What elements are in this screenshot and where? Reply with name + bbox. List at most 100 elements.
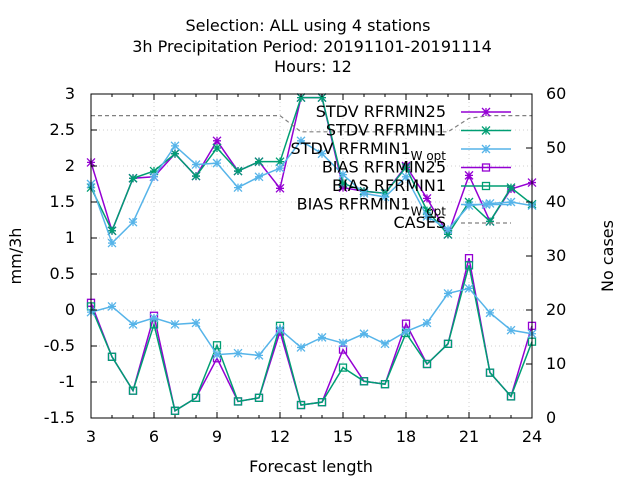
data-point — [128, 319, 138, 329]
data-point — [128, 217, 138, 227]
data-point — [485, 198, 495, 208]
data-point — [422, 211, 432, 221]
data-point — [338, 338, 348, 348]
data-point — [128, 386, 138, 395]
y2-tick-label: 50 — [546, 138, 566, 157]
legend-marker — [481, 181, 491, 191]
data-point — [443, 288, 453, 298]
data-point — [464, 201, 474, 211]
series-line — [90, 265, 533, 412]
data-point — [464, 283, 474, 293]
data-point — [191, 318, 201, 328]
data-point — [506, 183, 516, 193]
legend-label: STDV RFRMIN25 — [316, 102, 446, 121]
data-point — [443, 229, 453, 239]
legend-marker — [481, 126, 491, 135]
data-point — [296, 400, 306, 410]
data-point — [170, 319, 180, 329]
gridlines — [91, 94, 532, 418]
data-point — [380, 339, 390, 349]
legend-label: BIAS RFRMIN1 — [332, 176, 446, 195]
series-line — [91, 114, 532, 133]
x-tick-label: 3 — [86, 427, 96, 446]
data-point — [464, 170, 474, 180]
data-point — [506, 325, 516, 335]
data-point — [191, 171, 201, 181]
x-axis-label: Forecast length — [249, 457, 373, 476]
data-point — [233, 397, 243, 406]
legend-label-main: STDV RFRMIN1 — [326, 121, 446, 140]
y-tick-label: 3 — [65, 84, 75, 103]
data-point — [107, 352, 117, 361]
x-tick-label: 21 — [459, 427, 479, 446]
y-tick-label: 0.5 — [50, 264, 75, 283]
data-point — [422, 318, 432, 328]
data-point — [359, 377, 369, 386]
data-point — [275, 157, 285, 167]
series-2 — [86, 136, 537, 248]
data-point — [149, 313, 159, 323]
data-point — [275, 163, 285, 173]
y-axis-label: mm/3h — [6, 228, 25, 285]
data-point — [338, 183, 348, 193]
data-point — [170, 149, 180, 159]
data-point — [485, 368, 495, 377]
data-point — [317, 398, 327, 407]
data-point — [254, 172, 264, 182]
data-point — [422, 206, 432, 216]
legend-label-main: BIAS RFRMIN1 — [297, 195, 411, 214]
y-tick-label: -0.5 — [44, 336, 75, 355]
data-point — [296, 342, 306, 352]
chart-title-line-1: Selection: ALL using 4 stations — [185, 16, 430, 35]
data-point — [191, 393, 201, 402]
data-point — [107, 301, 117, 311]
legend-label-sub: W opt — [411, 149, 447, 163]
data-point — [107, 226, 117, 236]
legend-label-sub: W opt — [411, 205, 447, 219]
x-tick-label: 6 — [149, 427, 159, 446]
data-point — [317, 149, 327, 159]
data-point — [380, 380, 390, 389]
data-point — [401, 172, 411, 182]
data-point — [317, 332, 327, 342]
chart-title-line-2: 3h Precipitation Period: 20191101-201911… — [132, 37, 492, 56]
data-point — [212, 341, 222, 350]
data-point — [254, 393, 264, 402]
legend-label-main: BIAS RFRMIN1 — [332, 176, 446, 195]
y-tick-label: 1.5 — [50, 192, 75, 211]
data-point — [191, 160, 201, 170]
data-point — [506, 392, 516, 401]
y-tick-label: 0 — [65, 300, 75, 319]
axis-ticks: 3 6 9 12 15 18 21 24-1.5-1-0.500.511.522.530102… — [44, 84, 567, 446]
y-tick-label: -1.5 — [44, 408, 75, 427]
series-layer — [86, 93, 537, 415]
data-point — [380, 192, 390, 202]
legend-marker — [481, 144, 491, 154]
chart-title-line-3: Hours: 12 — [274, 57, 352, 76]
x-tick-label: 9 — [212, 427, 222, 446]
series-6 — [91, 114, 532, 133]
series-4 — [86, 261, 537, 415]
legend-label: BIAS RFRMIN25 — [322, 158, 446, 177]
legend-label-main: STDV RFRMIN25 — [316, 102, 446, 121]
y2-tick-label: 10 — [546, 354, 566, 373]
y-tick-label: 1 — [65, 228, 75, 247]
data-point — [149, 172, 159, 182]
x-tick-label: 15 — [333, 427, 353, 446]
series-5 — [86, 283, 537, 360]
data-point — [128, 173, 138, 183]
y2-tick-label: 0 — [546, 408, 556, 427]
y-tick-label: 2 — [65, 156, 75, 175]
data-point — [485, 216, 495, 226]
chart-title: Selection: ALL using 4 stations 3h Preci… — [132, 16, 492, 76]
data-point — [149, 166, 159, 176]
x-tick-label: 12 — [270, 427, 290, 446]
data-point — [212, 158, 222, 168]
data-point — [422, 193, 432, 203]
y-tick-label: 2.5 — [50, 120, 75, 139]
series-line — [90, 287, 533, 357]
legend-label: STDV RFRMIN1W opt — [291, 139, 447, 163]
data-point — [422, 359, 432, 369]
